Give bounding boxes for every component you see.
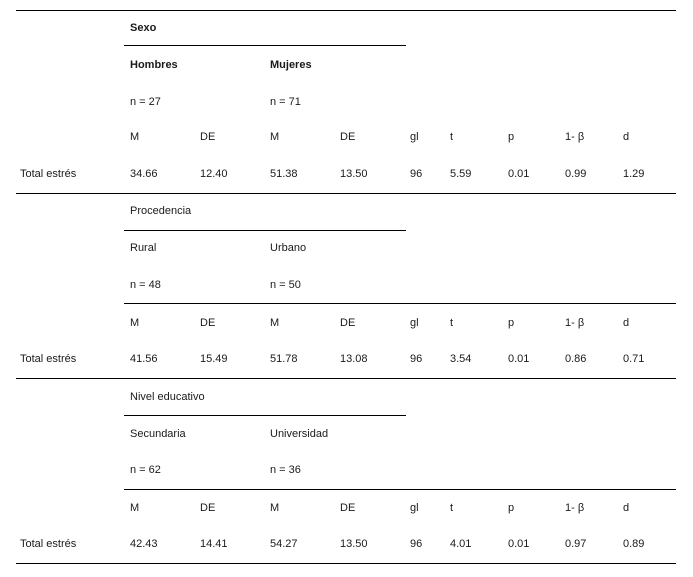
header-t: t	[450, 502, 454, 514]
row-label: Total estrés	[20, 168, 77, 180]
header-m: M	[130, 131, 140, 143]
value-cell: 0.89	[623, 538, 645, 550]
value-cell: 15.49	[200, 353, 228, 365]
header-d: d	[623, 131, 630, 143]
header-m: M	[130, 502, 140, 514]
header-m: M	[270, 317, 280, 329]
header-gl: gl	[410, 317, 419, 329]
value-cell: 3.54	[450, 353, 472, 365]
section-divider	[16, 378, 676, 379]
header-t: t	[450, 317, 454, 329]
group1-n: n = 62	[130, 464, 161, 476]
row-label: Total estrés	[20, 353, 77, 365]
table-bottom-rule	[16, 563, 676, 564]
header-gl: gl	[410, 131, 419, 143]
value-cell: 13.08	[340, 353, 368, 365]
value-cell: 12.40	[200, 168, 228, 180]
value-cell: 96	[410, 353, 423, 365]
header-power: 1- β	[565, 502, 585, 514]
header-de: DE	[200, 317, 216, 329]
value-cell: 0.99	[565, 168, 587, 180]
value-cell: 51.38	[270, 168, 298, 180]
header-power: 1- β	[565, 131, 585, 143]
group1-label: Secundaria	[130, 428, 186, 440]
value-cell: 54.27	[270, 538, 298, 550]
value-cell: 13.50	[340, 168, 368, 180]
value-cell: 96	[410, 538, 423, 550]
group1-label: Hombres	[130, 59, 178, 71]
header-p: p	[508, 502, 515, 514]
section-divider	[16, 193, 676, 194]
group1-label: Rural	[130, 242, 157, 254]
value-cell: 41.56	[130, 353, 158, 365]
value-cell: 5.59	[450, 168, 472, 180]
value-cell: 4.01	[450, 538, 472, 550]
group2-n: n = 50	[270, 279, 301, 291]
header-m: M	[270, 131, 280, 143]
value-cell: 1.29	[623, 168, 645, 180]
header-d: d	[623, 502, 630, 514]
header-t: t	[450, 131, 454, 143]
header-m: M	[130, 317, 140, 329]
header-de: DE	[200, 131, 216, 143]
value-cell: 0.71	[623, 353, 645, 365]
value-cell: 0.01	[508, 538, 530, 550]
value-cell: 42.43	[130, 538, 158, 550]
value-cell: 0.86	[565, 353, 587, 365]
value-cell: 96	[410, 168, 423, 180]
group2-n: n = 71	[270, 96, 301, 108]
group2-n: n = 36	[270, 464, 301, 476]
section-title: Procedencia	[130, 205, 192, 217]
value-cell: 14.41	[200, 538, 228, 550]
group1-n: n = 48	[130, 279, 161, 291]
group1-n: n = 27	[130, 96, 161, 108]
section-title: Nivel educativo	[130, 391, 205, 403]
table-top-rule	[16, 10, 676, 11]
header-d: d	[623, 317, 630, 329]
group2-label: Mujeres	[270, 59, 312, 71]
nivel-group-rule	[124, 415, 406, 416]
header-de: DE	[340, 317, 356, 329]
header-de: DE	[200, 502, 216, 514]
value-cell: 0.97	[565, 538, 587, 550]
group2-label: Universidad	[270, 428, 329, 440]
header-p: p	[508, 317, 515, 329]
sexo-group-rule	[124, 45, 406, 46]
value-cell: 34.66	[130, 168, 158, 180]
header-power: 1- β	[565, 317, 585, 329]
header-gl: gl	[410, 502, 419, 514]
header-de: DE	[340, 502, 356, 514]
header-de: DE	[340, 131, 356, 143]
group2-label: Urbano	[270, 242, 307, 254]
value-cell: 13.50	[340, 538, 368, 550]
section-title: Sexo	[130, 22, 157, 34]
value-cell: 0.01	[508, 168, 530, 180]
value-cell: 51.78	[270, 353, 298, 365]
row-label: Total estrés	[20, 538, 77, 550]
header-p: p	[508, 131, 515, 143]
procedencia-group-rule	[124, 230, 406, 231]
nivel-header-rule	[124, 489, 676, 490]
value-cell: 0.01	[508, 353, 530, 365]
procedencia-header-rule	[124, 303, 676, 304]
header-m: M	[270, 502, 280, 514]
